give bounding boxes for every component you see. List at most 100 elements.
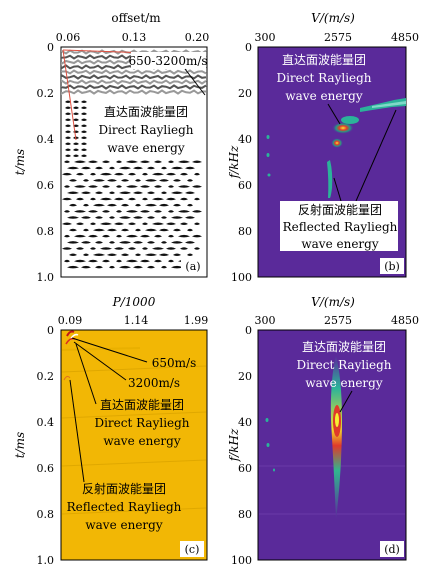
seismic-wavelet bbox=[159, 179, 169, 182]
seismic-wavelet bbox=[161, 191, 167, 194]
seismic-wavelet bbox=[81, 191, 91, 194]
panel-d-y-tick: 100 bbox=[231, 554, 252, 567]
panel-c-annotation1-en-2: wave energy bbox=[103, 434, 180, 448]
panel-c-annotation2-cn: 反射面波能量团 bbox=[82, 481, 166, 496]
seismic-wavelet bbox=[81, 106, 87, 109]
seismic-wavelet bbox=[187, 253, 193, 256]
seismic-wavelet bbox=[102, 160, 110, 163]
panel-b-annotation2-pointer-2 bbox=[355, 109, 397, 202]
seismic-wavelet bbox=[74, 210, 86, 213]
seismic-wavelet bbox=[171, 241, 183, 244]
panel-c-x-tick-3: 1.99 bbox=[184, 314, 209, 327]
panel-a-velocity-label-bg bbox=[131, 52, 206, 69]
panel-a-velocity-pointer bbox=[184, 68, 206, 96]
seismic-wavelet bbox=[109, 265, 115, 269]
seismic-wavelet bbox=[128, 222, 136, 225]
seismic-wavelet bbox=[65, 142, 71, 145]
panel-a-tag-bg bbox=[181, 258, 205, 274]
panel-d-x-tick-1: 300 bbox=[255, 314, 276, 327]
seismic-wavelet bbox=[161, 241, 167, 244]
panel-a-y-tick: 0 bbox=[47, 41, 54, 54]
seismic-wavelet bbox=[133, 166, 143, 170]
seismic-wavelet bbox=[109, 166, 115, 170]
panel-b-annotation2-pointer-1 bbox=[333, 177, 342, 202]
seismic-wavelet bbox=[81, 118, 87, 121]
panel-b-y-tick: 80 bbox=[238, 225, 252, 238]
panel-a-y-axis-title: t/ms bbox=[13, 149, 27, 175]
seismic-wavelet bbox=[140, 259, 150, 263]
seismic-wavelet bbox=[121, 179, 129, 182]
seismic-wavelet bbox=[119, 265, 131, 269]
panel-d-x-tick-2: 2575 bbox=[324, 314, 352, 327]
seismic-wavelet bbox=[65, 100, 71, 103]
seismic-wavelet bbox=[81, 148, 87, 151]
seismic-wavelet bbox=[171, 191, 183, 194]
seismic-wavelet bbox=[93, 228, 105, 232]
panel-b-direct-energy-blob-3 bbox=[331, 138, 343, 148]
panel-b-annotation1-pointer bbox=[327, 103, 341, 125]
seismic-wavelet bbox=[173, 253, 181, 256]
seismic-wavelet bbox=[187, 179, 193, 182]
seismic-wavelet bbox=[161, 265, 167, 269]
panel-d-y-tick: 40 bbox=[238, 416, 252, 429]
seismic-wavelet bbox=[73, 154, 79, 157]
seismic-wavelet bbox=[81, 130, 87, 133]
seismic-wavelet bbox=[81, 154, 87, 157]
seismic-wavelet bbox=[133, 191, 143, 194]
seismic-wavelet bbox=[65, 106, 71, 109]
seismic-wavelet bbox=[173, 203, 181, 207]
seismic-wavelet bbox=[152, 197, 164, 201]
seismic-wavelet bbox=[185, 216, 195, 219]
panel-b-x-tick-1: 300 bbox=[255, 31, 276, 44]
seismic-wavelet bbox=[145, 203, 157, 207]
panel-c-annotation2-en-2: wave energy bbox=[85, 518, 162, 532]
seismic-wavelet bbox=[114, 222, 124, 225]
seismic-wavelet bbox=[119, 216, 131, 219]
panel-b-annotation2-en-1: Reflected Rayliegh bbox=[283, 220, 398, 234]
panel-b-x-tick-2: 2575 bbox=[324, 31, 352, 44]
panel-b-direct-energy-blob-2 bbox=[341, 116, 359, 124]
panel-a-velocity-label: 650-3200m/s bbox=[128, 54, 207, 68]
seismic-wavelet bbox=[154, 259, 162, 263]
panel-c-annotation2-pointer bbox=[69, 379, 85, 483]
panel-c-faint-bands bbox=[61, 347, 207, 515]
panel-d-spectrum-background bbox=[257, 329, 407, 561]
panel-b-dot bbox=[266, 135, 270, 139]
panel-c-velocity-label-2: 3200m/s bbox=[128, 376, 180, 390]
panel-b-annotation2-bg bbox=[280, 201, 398, 251]
seismic-wavelet bbox=[185, 191, 195, 194]
panel-b-top-axis-title: V/(m/s) bbox=[311, 11, 355, 25]
panel-c-velocity-pointer-1 bbox=[71, 337, 148, 363]
seismic-wavelet bbox=[121, 228, 129, 232]
panel-d-y-tick: 0 bbox=[245, 324, 252, 337]
seismic-wavelet bbox=[128, 247, 136, 250]
seismic-wavelet bbox=[159, 228, 169, 232]
seismic-wavelet bbox=[121, 253, 129, 256]
seismic-wavelet bbox=[152, 247, 164, 250]
panel-a-y-tick: 0.6 bbox=[37, 179, 55, 192]
seismic-wavelet bbox=[81, 124, 87, 127]
seismic-wavelet bbox=[81, 142, 87, 145]
seismic-wavelet bbox=[88, 234, 98, 238]
seismic-wavelet bbox=[83, 253, 89, 256]
seismic-wavelet bbox=[64, 259, 70, 263]
panel-c-y-tick: 0.2 bbox=[37, 370, 55, 383]
seismic-wavelet bbox=[74, 185, 86, 188]
seismic-wavelet bbox=[116, 160, 122, 163]
panel-d-dot bbox=[273, 468, 275, 472]
panel-b-x-tick-3: 4850 bbox=[391, 31, 419, 44]
panel-d-annotation-cn: 直达面波能量团 bbox=[302, 340, 386, 354]
seismic-wavelet bbox=[185, 241, 195, 244]
seismic-wavelet bbox=[171, 216, 183, 219]
panel-c-top-axis-title: P/1000 bbox=[112, 295, 156, 309]
seismic-wavelet bbox=[159, 203, 169, 207]
seismic-wiggle bbox=[61, 69, 207, 75]
panel-d-dot bbox=[266, 443, 270, 447]
seismic-wiggle bbox=[61, 79, 207, 85]
seismic-wavelet bbox=[102, 185, 110, 188]
seismic-wavelet bbox=[83, 179, 89, 182]
seismic-wavelet bbox=[116, 185, 122, 188]
seismic-wavelet bbox=[69, 228, 77, 232]
panel-c-annotation1-en-1: Direct Rayliegh bbox=[94, 416, 189, 430]
seismic-wavelet bbox=[65, 112, 71, 115]
